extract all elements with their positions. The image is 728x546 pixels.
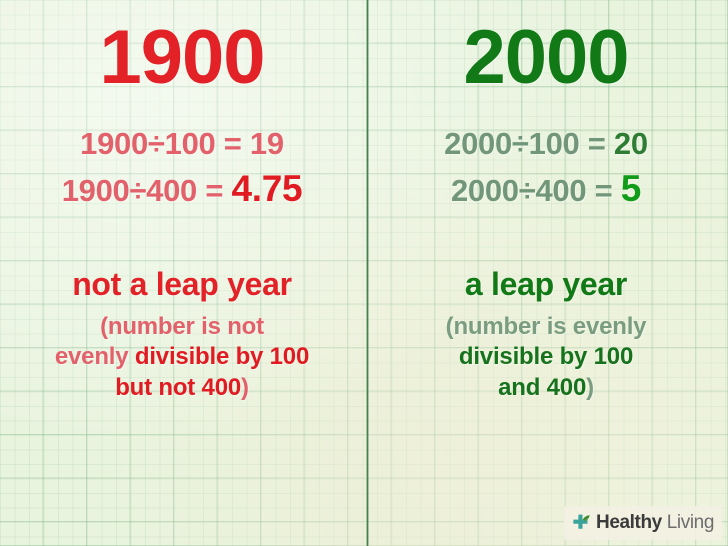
note-segment: (number is not [100,312,264,340]
equation-row: 1900÷400 = 4.75 [62,168,303,210]
equations-1900: 1900÷100 = 19 1900÷400 = 4.75 [62,126,303,210]
note-line: and 400) [372,373,720,404]
verdict-block-2000: a leap year (number is evenly divisible … [364,266,728,404]
year-heading-1900: 1900 [99,15,265,100]
equation-expression: 1900÷100 = [80,125,242,161]
note-line: evenly divisible by 100 [8,342,356,373]
note-line: (number is not [8,312,356,343]
equation-expression: 2000÷100 = [444,125,606,161]
equation-row: 2000÷100 = 20 [444,126,648,162]
column-2000: 2000 2000÷100 = 20 2000÷400 = 5 a leap y… [364,0,728,546]
equation-expression: 2000÷400 = [450,172,613,208]
column-divider [366,0,369,546]
note-line: (number is evenly [372,312,720,343]
watermark-label: Healthy Living [596,512,714,534]
note-segment: and 400 [498,374,587,402]
year-heading-2000: 2000 [463,15,629,100]
equation-result: 20 [613,125,648,161]
watermark-bold-word: Healthy [596,512,662,533]
note-segment: divisible by 100 [134,343,310,371]
column-1900: 1900 1900÷100 = 19 1900÷400 = 4.75 not a… [0,15,364,404]
equations-2000: 2000÷100 = 20 2000÷400 = 5 [444,126,648,210]
verdict-block-1900: not a leap year (number is not evenly di… [0,266,364,404]
equation-result: 5 [620,167,642,209]
healthy-living-watermark: Healthy Living [564,506,722,540]
equation-row: 1900÷100 = 19 [80,126,284,162]
note-segment: (number is evenly [445,312,647,340]
healthy-living-cross-leaf-icon [570,512,592,534]
verdict-note: (number is not evenly divisible by 100 b… [0,312,364,404]
equation-result: 19 [249,125,284,161]
verdict-text: not a leap year [72,265,292,302]
note-segment: ) [241,374,249,402]
watermark-light-word: Living [666,512,715,533]
note-line: but not 400) [8,373,356,404]
equation-expression: 1900÷400 = [61,172,224,208]
equation-result: 4.75 [231,167,303,209]
note-segment: but not 400 [115,374,241,402]
note-segment: evenly [54,343,135,371]
note-segment: divisible by 100 [458,343,634,371]
note-line: divisible by 100 [372,342,720,373]
equation-row: 2000÷400 = 5 [451,168,641,210]
verdict-text: a leap year [464,265,628,302]
note-segment: ) [586,374,594,402]
verdict-note: (number is evenly divisible by 100 and 4… [364,312,728,404]
